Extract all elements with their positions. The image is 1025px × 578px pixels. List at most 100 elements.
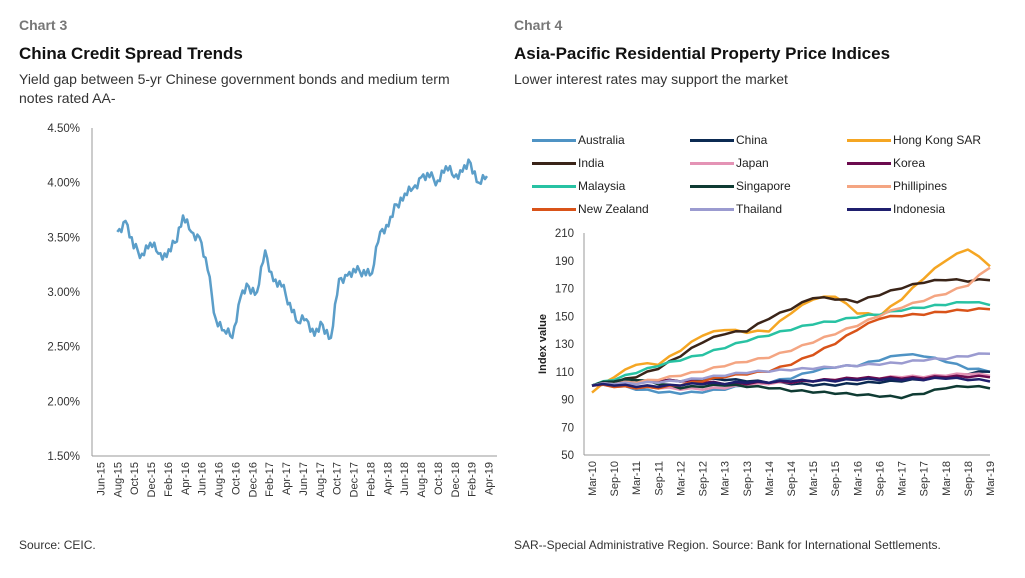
- x-tick-label: Sep-11: [653, 461, 665, 496]
- y-tick-label: 4.50%: [47, 123, 80, 135]
- x-tick-label: Dec-17: [349, 462, 361, 497]
- chart-source: SAR--Special Administrative Region. Sour…: [514, 538, 941, 552]
- property-index-chart: 50 70 90 110 130 150 170 190 210 Index value Mar-1…: [537, 228, 997, 496]
- x-tick-label: Jun-17: [298, 462, 310, 496]
- x-tick-label: Apr-16: [180, 462, 192, 495]
- legend-item-indonesia: Indonesia: [847, 200, 945, 218]
- x-tick-label: Mar-18: [941, 461, 953, 496]
- legend-item-china: China: [690, 131, 767, 149]
- series-line-korea: [591, 374, 991, 387]
- chart4-panel: Chart 4 Asia-Pacific Residential Propert…: [512, 0, 1025, 578]
- legend-swatch: [532, 161, 576, 165]
- legend-label: Japan: [736, 156, 769, 170]
- y-tick-label: 2.50%: [47, 342, 80, 354]
- legend-swatch: [532, 184, 576, 188]
- x-tick-label: Sep-15: [830, 461, 842, 496]
- legend-item-new-zealand: New Zealand: [532, 200, 649, 218]
- x-tick-label: Jun-15: [95, 462, 107, 496]
- x-tick-label: Sep-13: [742, 461, 754, 496]
- y-tick-label: 70: [561, 422, 574, 434]
- series-line-phillipines: [591, 266, 991, 387]
- legend-item-korea: Korea: [847, 154, 925, 172]
- legend-item-india: India: [532, 154, 604, 172]
- x-tick-label: Dec-15: [146, 462, 158, 497]
- chart3-panel: Chart 3 China Credit Spread Trends Yield…: [0, 0, 512, 578]
- legend-item-phillipines: Phillipines: [847, 177, 947, 195]
- x-tick-label: Apr-18: [382, 462, 394, 495]
- y-tick-label: 3.50%: [47, 232, 80, 244]
- y-tick-label: 3.00%: [47, 287, 80, 299]
- x-tick-label: Feb-17: [264, 462, 276, 497]
- series-line-new-zealand: [591, 307, 991, 390]
- legend-swatch: [690, 138, 734, 142]
- legend-label: Singapore: [736, 179, 791, 193]
- legend-label: Thailand: [736, 202, 783, 216]
- legend-swatch: [690, 207, 734, 211]
- y-tick-label: 4.00%: [47, 178, 80, 190]
- x-tick-label: Feb-16: [163, 462, 175, 497]
- y-tick-label: 110: [556, 367, 574, 379]
- legend-swatch: [532, 138, 576, 142]
- legend-swatch: [690, 161, 734, 165]
- x-tick-label: Feb-19: [467, 462, 479, 497]
- legend-label: China: [736, 133, 768, 147]
- x-tick-label: Sep-16: [874, 461, 886, 496]
- x-tick-label: Apr-17: [281, 462, 293, 495]
- x-tick-label: Mar-13: [720, 461, 732, 496]
- series-line-india: [591, 278, 991, 387]
- chart-title: Asia-Pacific Residential Property Price …: [514, 44, 891, 63]
- x-tick-label: Mar-12: [675, 461, 687, 496]
- x-tick-label: Aug-16: [214, 462, 226, 497]
- legend-label: Korea: [893, 156, 926, 170]
- y-tick-label: 50: [561, 450, 574, 462]
- series-line-australia: [591, 352, 991, 396]
- x-tick-label: Sep-12: [698, 461, 710, 496]
- x-tick-label: Mar-17: [897, 461, 909, 496]
- chart-subtitle: Lower interest rates may support the mar…: [514, 71, 788, 87]
- x-tick-label: Mar-10: [587, 461, 599, 496]
- y-tick-label: 150: [555, 311, 574, 323]
- x-tick-label: Apr-19: [484, 462, 496, 495]
- x-tick-label: Mar-19: [985, 461, 997, 496]
- legend-label: Australia: [578, 133, 625, 147]
- series-line-hong-kong-sar: [591, 248, 991, 394]
- x-tick-label: Mar-15: [808, 461, 820, 496]
- legend-label: New Zealand: [578, 202, 649, 216]
- y-tick-label: 2.00%: [47, 396, 80, 408]
- spread-chart: 1.50% 2.00% 2.50% 3.00% 3.50% 4.00% 4.50% Jun-1…: [47, 123, 497, 497]
- x-tick-label: Mar-14: [764, 461, 776, 496]
- legend-swatch: [847, 207, 891, 211]
- legend-swatch: [690, 184, 734, 188]
- x-tick-label: Sep-14: [786, 461, 798, 496]
- chart-number: Chart 3: [19, 17, 68, 33]
- x-tick-label: Oct-15: [129, 462, 141, 495]
- legend-item-malaysia: Malaysia: [532, 177, 625, 195]
- x-tick-label: Oct-18: [433, 462, 445, 495]
- legend-swatch: [847, 138, 891, 142]
- legend-swatch: [847, 184, 891, 188]
- series-line-singapore: [591, 377, 991, 400]
- legend-label: India: [578, 156, 605, 170]
- x-tick-label: Sep-18: [963, 461, 975, 496]
- x-tick-label: Jun-16: [197, 462, 209, 496]
- series-line-malaysia: [591, 300, 991, 387]
- legend-item-japan: Japan: [690, 154, 769, 172]
- x-tick-label: Jun-18: [399, 462, 411, 496]
- x-tick-label: Aug-17: [315, 462, 327, 497]
- x-tick-label: Sep-17: [919, 461, 931, 496]
- legend-item-hong-kong-sar: Hong Kong SAR: [847, 131, 981, 149]
- chart-legend: Australia China Hong Kong SAR India Japan Kor…: [512, 122, 1025, 217]
- series-line-thailand: [591, 352, 991, 387]
- y-tick-label: 90: [561, 395, 574, 407]
- chart-source: Source: CEIC.: [19, 538, 96, 552]
- y-tick-label: 130: [555, 339, 574, 351]
- series-line-indonesia: [591, 376, 991, 389]
- chart-title: China Credit Spread Trends: [19, 44, 243, 63]
- y-tick-label: 1.50%: [47, 451, 80, 463]
- legend-item-singapore: Singapore: [690, 177, 791, 195]
- series-line-spread: [116, 158, 489, 341]
- chart-number: Chart 4: [514, 17, 563, 33]
- x-tick-label: Aug-15: [112, 462, 124, 497]
- y-tick-label: 170: [555, 284, 574, 296]
- legend-label: Phillipines: [893, 179, 948, 193]
